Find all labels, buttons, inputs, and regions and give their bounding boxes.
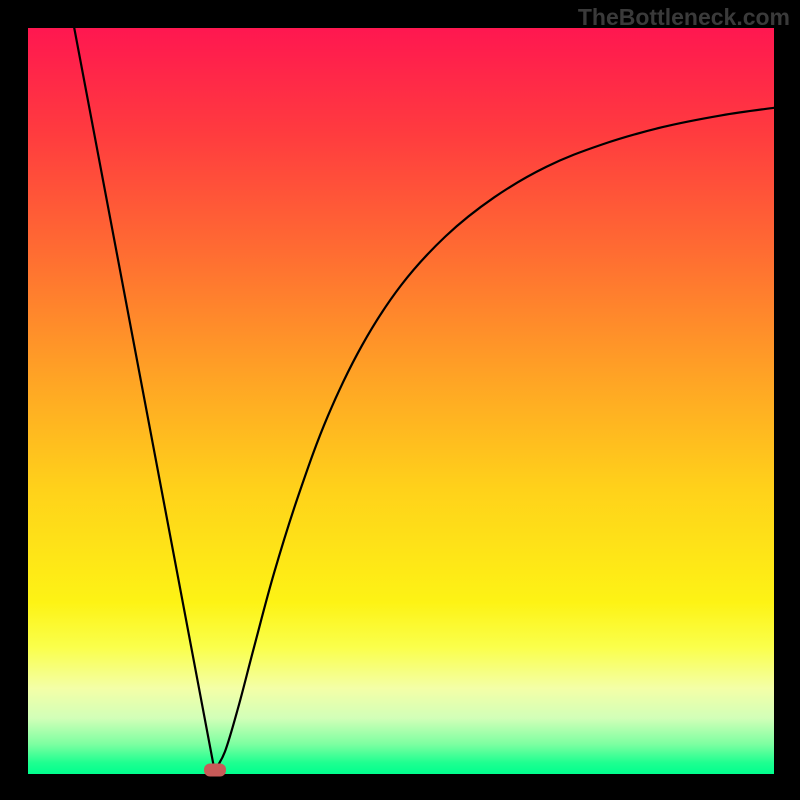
bottleneck-curve xyxy=(74,28,774,770)
curve-layer xyxy=(28,28,774,774)
minimum-marker xyxy=(204,764,226,777)
watermark-text: TheBottleneck.com xyxy=(578,4,790,31)
chart-container: TheBottleneck.com xyxy=(0,0,800,800)
plot-area xyxy=(28,28,774,774)
